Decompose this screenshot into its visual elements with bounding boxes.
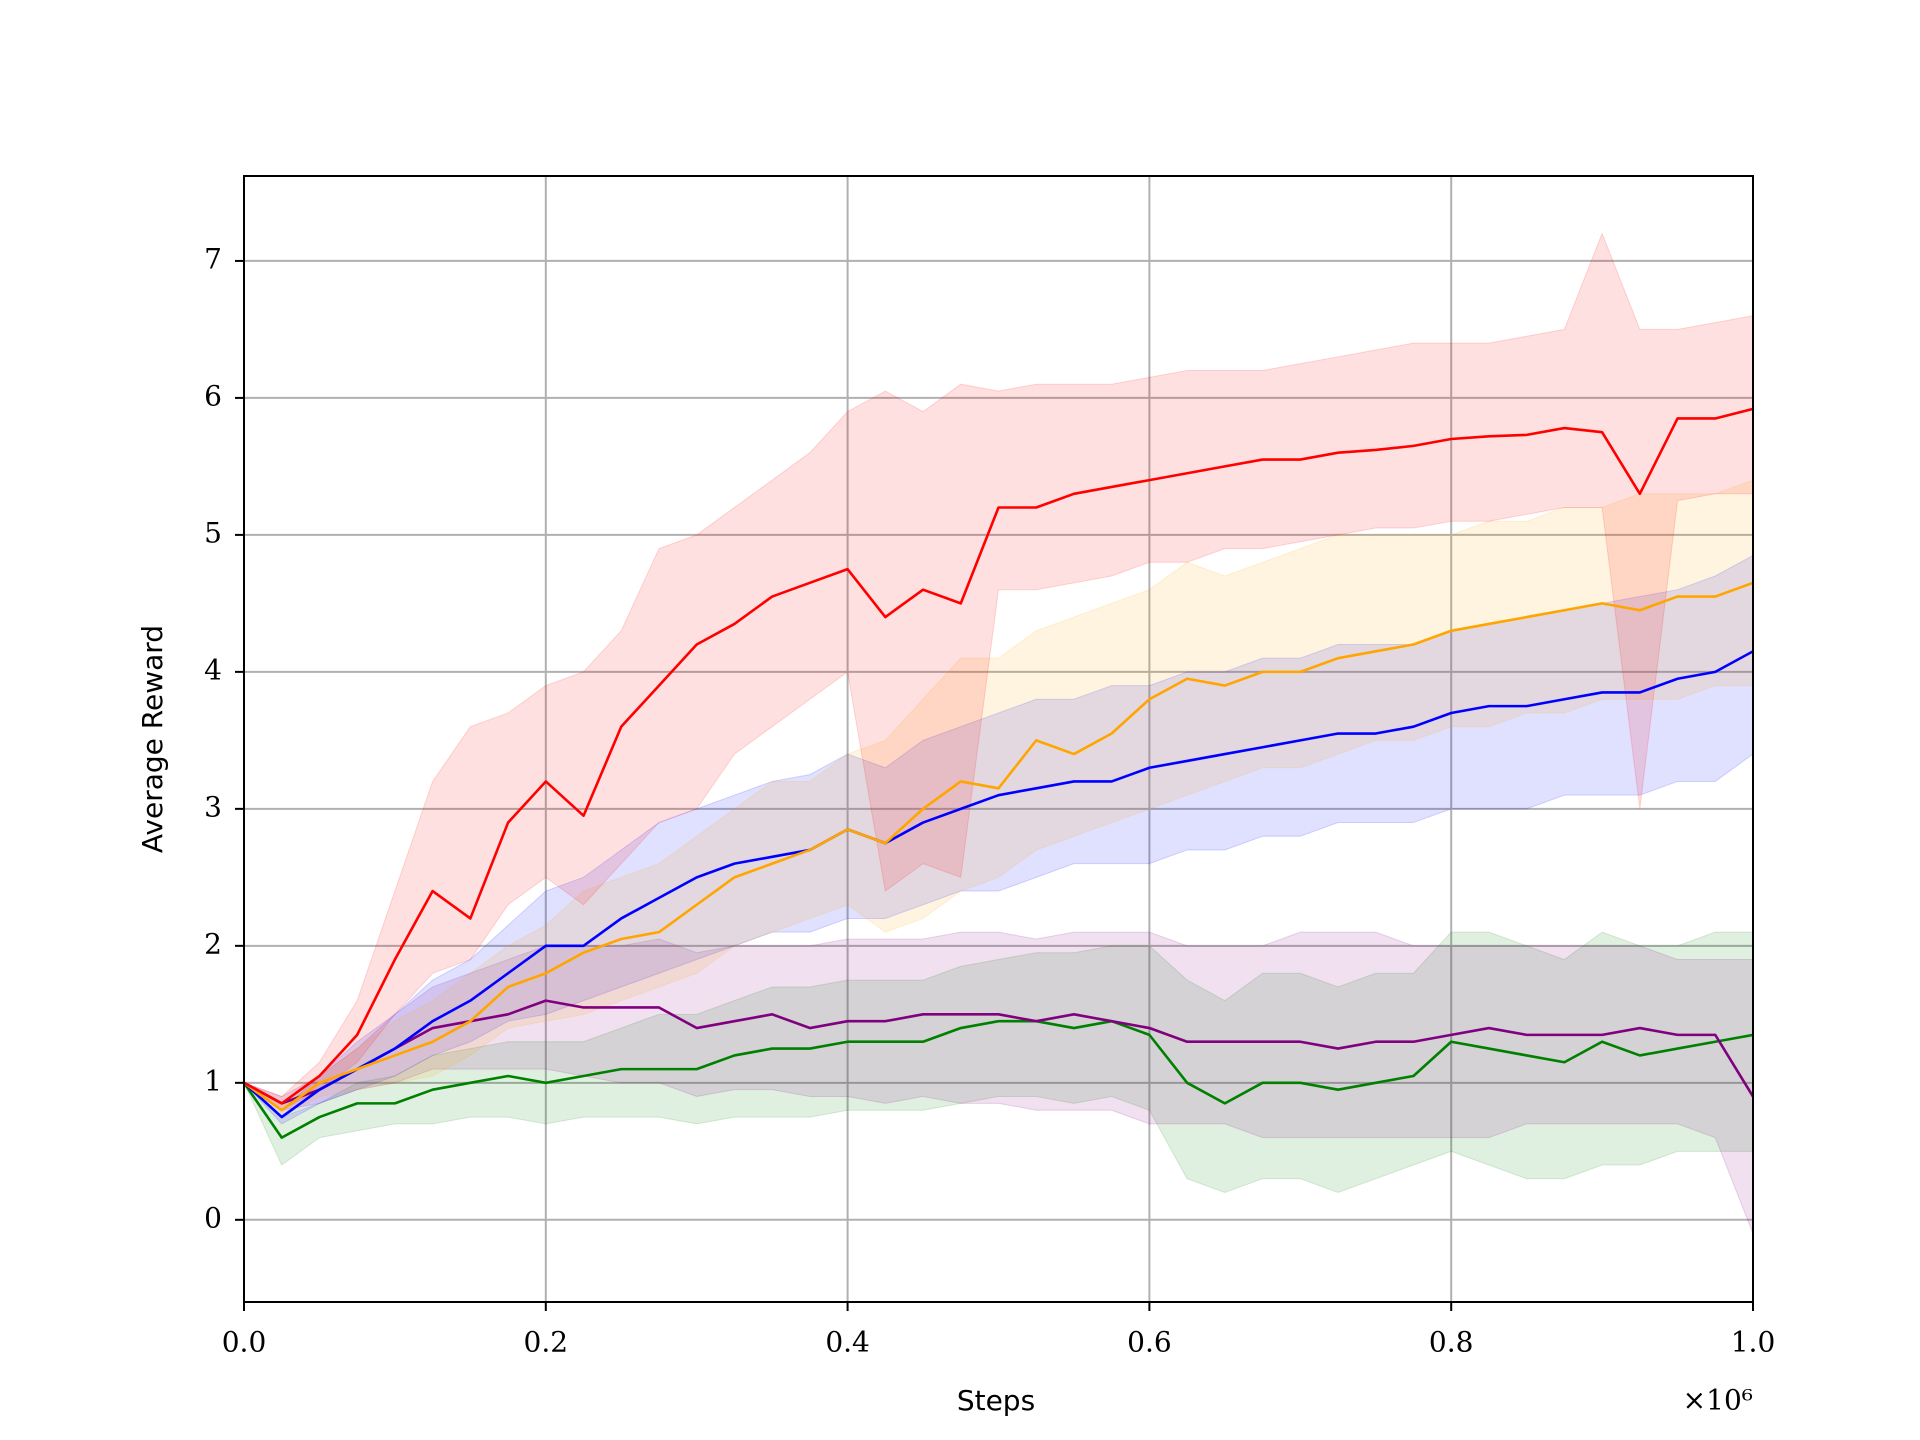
y-tick-label: 2 bbox=[204, 927, 222, 960]
plot-frame bbox=[243, 175, 1754, 1303]
y-tick-label: 7 bbox=[204, 242, 222, 275]
x-tick-label: 0.2 bbox=[524, 1326, 569, 1359]
band bbox=[244, 931, 1753, 1193]
band bbox=[244, 479, 1753, 1118]
line bbox=[244, 407, 1753, 1105]
y-axis-label: Average Reward bbox=[136, 625, 169, 853]
line bbox=[244, 581, 1753, 1112]
band bbox=[244, 232, 1753, 1111]
y-tick-label: 5 bbox=[204, 516, 222, 549]
x-multiplier: ×10⁶ bbox=[1683, 1384, 1753, 1417]
line bbox=[244, 999, 1753, 1105]
x-tick-label: 1.0 bbox=[1731, 1326, 1776, 1359]
y-tick-label: 0 bbox=[204, 1201, 222, 1234]
x-tick-label: 0.4 bbox=[825, 1326, 870, 1359]
y-tick-label: 3 bbox=[204, 790, 222, 823]
y-tick-label: 6 bbox=[204, 379, 222, 412]
y-tick-label: 1 bbox=[204, 1064, 222, 1097]
y-tick-label: 4 bbox=[204, 653, 222, 686]
line bbox=[244, 1019, 1753, 1139]
x-tick-label: 0.6 bbox=[1127, 1326, 1172, 1359]
line bbox=[244, 650, 1753, 1119]
x-axis-label: Steps bbox=[957, 1384, 1035, 1417]
x-tick-label: 0.0 bbox=[222, 1326, 267, 1359]
x-tick-label: 0.8 bbox=[1429, 1326, 1474, 1359]
band bbox=[244, 554, 1753, 1125]
